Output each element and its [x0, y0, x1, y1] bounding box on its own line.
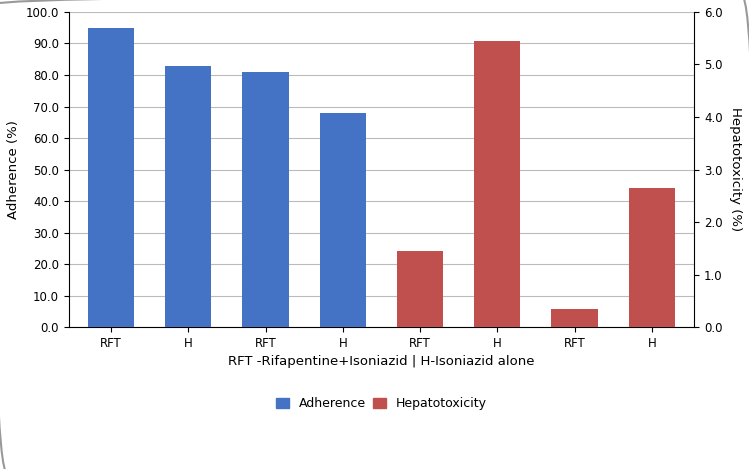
Bar — [551, 309, 598, 327]
X-axis label: RFT -Rifapentine+Isoniazid | H-Isoniazid alone: RFT -Rifapentine+Isoniazid | H-Isoniazid… — [228, 356, 535, 369]
Bar — [474, 41, 521, 327]
Bar — [628, 188, 675, 327]
Legend: Adherence, Hepatotoxicity: Adherence, Hepatotoxicity — [271, 393, 492, 416]
Bar — [243, 72, 288, 327]
Bar — [165, 66, 211, 327]
Bar — [320, 113, 366, 327]
Y-axis label: Adherence (%): Adherence (%) — [7, 120, 20, 219]
Bar — [88, 28, 134, 327]
Bar — [397, 251, 443, 327]
Y-axis label: Hepatotoxicity (%): Hepatotoxicity (%) — [729, 107, 742, 232]
